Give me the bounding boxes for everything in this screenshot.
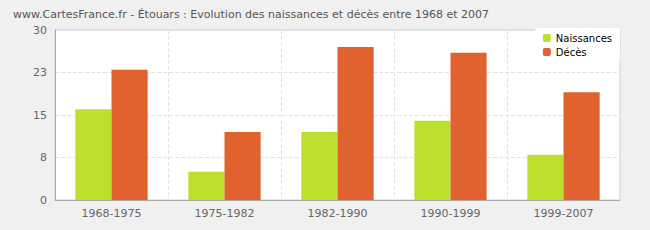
svg-text:1982-1990: 1982-1990 <box>308 207 368 220</box>
svg-text:8: 8 <box>40 151 47 164</box>
svg-text:1990-1999: 1990-1999 <box>421 207 481 220</box>
svg-text:1999-2007: 1999-2007 <box>534 207 594 220</box>
svg-text:www.CartesFrance.fr - Étouars: www.CartesFrance.fr - Étouars : Evolutio… <box>13 8 489 21</box>
svg-text:Naissances: Naissances <box>556 33 612 44</box>
svg-text:1975-1982: 1975-1982 <box>195 207 255 220</box>
svg-text:Décès: Décès <box>556 47 587 58</box>
svg-text:1968-1975: 1968-1975 <box>82 207 142 220</box>
svg-text:30: 30 <box>33 24 47 37</box>
svg-text:23: 23 <box>33 66 47 79</box>
svg-text:15: 15 <box>33 109 47 122</box>
svg-text:0: 0 <box>40 194 47 207</box>
